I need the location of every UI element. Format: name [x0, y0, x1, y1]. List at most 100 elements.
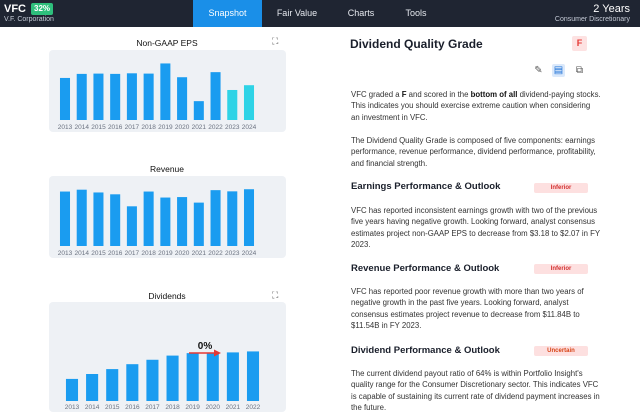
bar-2016[interactable]: [110, 194, 121, 246]
dividends-chart: 2013 2014 2015 2016 2017 2018 2019 2020 2021 2022…: [49, 302, 286, 412]
earnings-paragraph: VFC has reported inconsistent earnings g…: [351, 206, 600, 249]
tick-label: 2020: [175, 250, 190, 257]
revenue-heading: Revenue Performance & Outlook: [351, 263, 500, 274]
tick-label: 2021: [226, 404, 241, 411]
tick-label: 2015: [91, 124, 106, 131]
tick-label: 2016: [108, 124, 123, 131]
bar-2013[interactable]: [65, 378, 79, 401]
bar-2023[interactable]: [227, 89, 238, 120]
bar-2021[interactable]: [226, 352, 239, 401]
tab-snapshot[interactable]: Snapshot: [193, 0, 262, 27]
top-bar: VFC 32% V.F. Corporation Snapshot Fair V…: [0, 0, 640, 27]
tick-label: 2018: [165, 404, 180, 411]
earnings-status-badge: Inferior: [534, 183, 588, 193]
tick-label: 2022: [246, 404, 261, 411]
bar-2015[interactable]: [106, 369, 119, 401]
revenue-chart-svg: 2013 2014 2015 2016 2017 2018 2019 2020 2021 2022…: [58, 189, 257, 257]
bar-2024[interactable]: [243, 85, 255, 120]
tick-label: 2016: [108, 250, 123, 257]
bar-2018[interactable]: [166, 355, 179, 401]
ticker-change-badge: 32%: [31, 3, 54, 15]
tick-label: 2017: [145, 404, 160, 411]
intro-paragraph: VFC graded a F and scored in the bottom …: [351, 89, 601, 123]
tick-label: 2020: [206, 404, 221, 411]
tick-label: 2024: [242, 250, 257, 257]
dividends-chart-svg: 2013 2014 2015 2016 2017 2018 2019 2020 2021 2022…: [65, 341, 261, 411]
bar-2021[interactable]: [193, 101, 204, 120]
tick-label: 2015: [105, 404, 120, 411]
bar-2017[interactable]: [146, 359, 159, 401]
tick-label: 2019: [158, 124, 173, 131]
bar-2019[interactable]: [160, 63, 171, 120]
bar-2014[interactable]: [76, 189, 87, 246]
eps-chart-svg: 2013 2014 2015 2016 2017 2018 2019 2020 2021 2022…: [58, 63, 257, 131]
tick-label: 2024: [242, 124, 257, 131]
tick-label: 2014: [74, 124, 89, 131]
bar-2024[interactable]: [243, 189, 255, 246]
intro-rank: bottom of all: [470, 90, 518, 99]
bar-2020[interactable]: [177, 77, 188, 120]
bar-2020[interactable]: [177, 197, 188, 246]
bar-2021[interactable]: [193, 202, 204, 246]
ticker-symbol[interactable]: VFC: [4, 3, 26, 15]
bar-2014[interactable]: [76, 73, 87, 120]
edit-icon[interactable]: ✎: [534, 65, 543, 76]
tick-label: 2015: [91, 250, 106, 257]
bar-2018[interactable]: [143, 191, 154, 246]
bar-2019[interactable]: [160, 197, 171, 246]
tick-label: 2013: [65, 404, 80, 411]
tick-label: 2018: [141, 124, 156, 131]
bar-2023[interactable]: [227, 191, 238, 246]
bar-2020[interactable]: [206, 353, 219, 401]
tick-label: 2017: [125, 124, 140, 131]
dividend-status-badge: Uncertain: [534, 346, 588, 356]
bar-2019[interactable]: [186, 353, 199, 401]
bar-2015[interactable]: [93, 73, 104, 120]
eps-chart: 2013 2014 2015 2016 2017 2018 2019 2020 2021 2022…: [49, 50, 286, 132]
expand-icon[interactable]: ⛶: [272, 36, 279, 46]
bar-2014[interactable]: [86, 374, 99, 401]
bar-2018[interactable]: [143, 73, 154, 120]
tick-label: 2021: [192, 250, 207, 257]
bar-2016[interactable]: [126, 364, 139, 401]
dividend-paragraph: The current dividend payout ratio of 64%…: [351, 369, 600, 412]
chart-title-dividends: Dividends: [148, 291, 186, 301]
tick-label: 2022: [208, 250, 223, 257]
dividend-quality-panel: Dividend Quality Grade F ✎ ▤ ⧉ VFC grade…: [330, 27, 640, 412]
bar-2022[interactable]: [210, 72, 221, 120]
earnings-heading: Earnings Performance & Outlook: [351, 181, 501, 192]
company-name: V.F. Corporation: [4, 16, 54, 23]
bar-2022[interactable]: [210, 190, 221, 246]
tick-label: 2021: [192, 124, 207, 131]
bar-2017[interactable]: [126, 206, 137, 246]
bar-2022[interactable]: [246, 351, 260, 401]
tick-label: 2019: [158, 250, 173, 257]
intro-text: dividend-paying stocks. This indicates y…: [351, 90, 601, 122]
bar-2017[interactable]: [126, 73, 137, 120]
sector-label: Consumer Discretionary: [554, 16, 630, 23]
revenue-chart: 2013 2014 2015 2016 2017 2018 2019 2020 2021 2022…: [49, 176, 286, 258]
revenue-paragraph: VFC has reported poor revenue growth wit…: [351, 287, 584, 330]
tick-label: 2016: [125, 404, 140, 411]
bar-2016[interactable]: [110, 73, 121, 120]
expand-icon[interactable]: ⛶: [272, 290, 279, 300]
composition-paragraph: The Dividend Quality Grade is composed o…: [351, 136, 596, 168]
tick-label: 2023: [225, 124, 240, 131]
copy-icon[interactable]: ⧉: [575, 65, 584, 76]
period-label[interactable]: 2 Years: [593, 3, 630, 15]
tab-charts[interactable]: Charts: [347, 8, 375, 18]
arrow-right-icon: [214, 349, 221, 357]
bar-2013[interactable]: [59, 77, 71, 120]
tab-fair-value[interactable]: Fair Value: [276, 8, 318, 18]
bar-2013[interactable]: [59, 191, 71, 246]
tab-tools[interactable]: Tools: [405, 8, 427, 18]
intro-grade: F: [401, 90, 407, 99]
intro-text: and scored in the: [406, 90, 471, 99]
tick-label: 2013: [58, 250, 73, 257]
tick-label: 2019: [185, 404, 200, 411]
dividend-heading: Dividend Performance & Outlook: [351, 345, 500, 356]
bar-2015[interactable]: [93, 192, 104, 246]
tick-label: 2014: [74, 250, 89, 257]
document-icon[interactable]: ▤: [552, 64, 565, 77]
tick-label: 2013: [58, 124, 73, 131]
